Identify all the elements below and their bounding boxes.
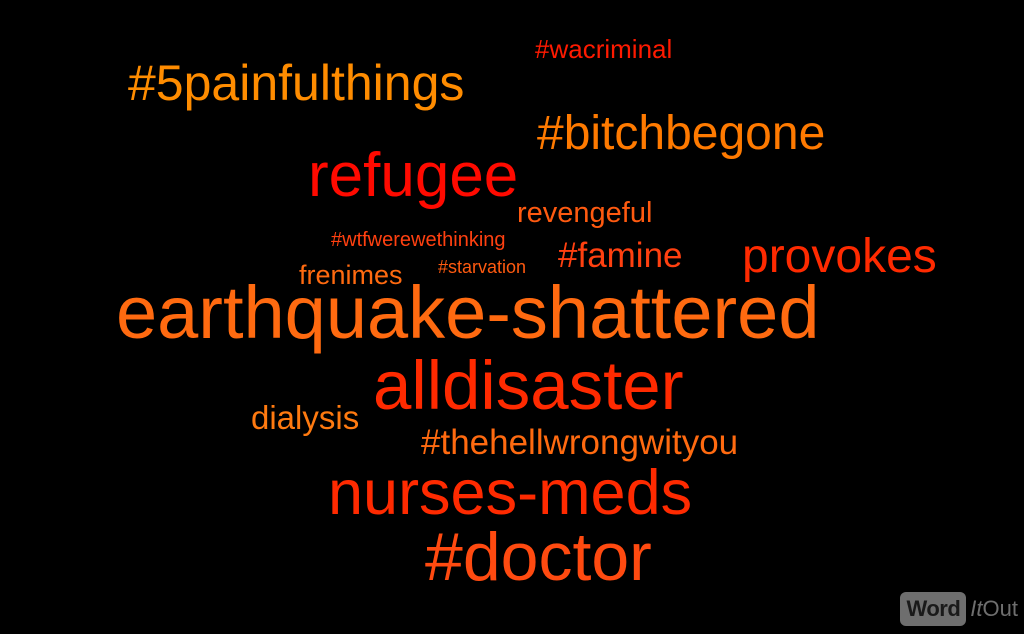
logo-word: Word — [900, 592, 967, 626]
word-nurses-meds: nurses-meds — [328, 458, 693, 528]
logo-it: It — [970, 596, 983, 621]
word-bitchbegone: #bitchbegone — [537, 107, 826, 160]
wordout-logo[interactable]: Word It Out — [900, 592, 1018, 626]
word-starvation: #starvation — [438, 257, 527, 277]
word-refugee: refugee — [308, 141, 519, 210]
word-5painfulthings: #5painfulthings — [128, 55, 465, 111]
word-wtfwerewethinking: #wtfwerewethinking — [331, 229, 506, 251]
word-revengeful: revengeful — [517, 197, 653, 229]
word-famine: #famine — [558, 236, 683, 275]
logo-out: Out — [982, 596, 1018, 621]
word-frenimes: frenimes — [299, 260, 403, 290]
word-earthquake-shattered: earthquake-shattered — [116, 271, 820, 354]
word-provokes: provokes — [742, 230, 937, 283]
word-alldisaster: alldisaster — [373, 347, 684, 424]
word-thehellwrongwityou: #thehellwrongwityou — [421, 423, 739, 462]
word-doctor: #doctor — [425, 519, 652, 595]
word-dialysis: dialysis — [251, 399, 360, 436]
word-wacriminal: #wacriminal — [535, 34, 673, 64]
